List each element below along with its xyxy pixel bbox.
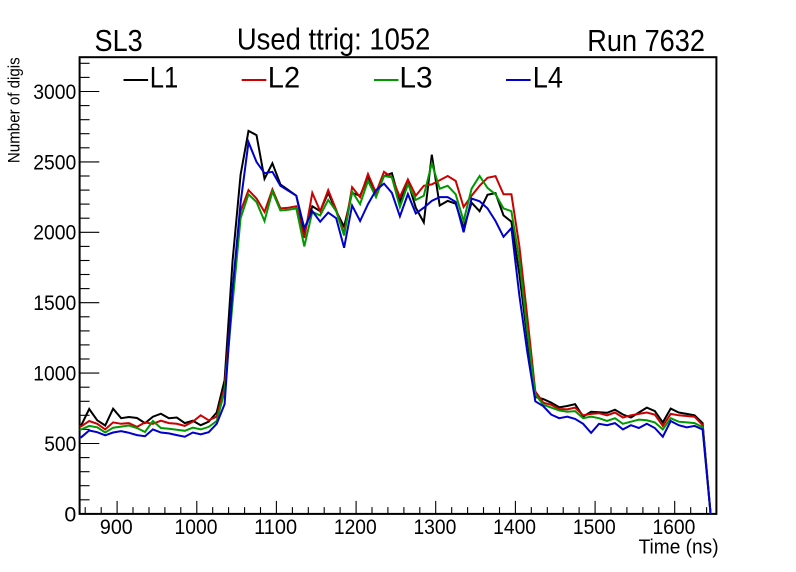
svg-text:Run 7632: Run 7632 [587,25,705,58]
svg-text:500: 500 [44,432,76,456]
svg-text:L3: L3 [399,62,432,95]
svg-text:1500: 1500 [33,291,76,315]
svg-text:1400: 1400 [493,515,536,539]
svg-text:1100: 1100 [254,515,297,539]
svg-text:1200: 1200 [334,515,377,539]
svg-text:Used ttrig: 1052: Used ttrig: 1052 [237,24,431,57]
svg-text:L2: L2 [268,62,300,95]
svg-text:1000: 1000 [175,515,218,539]
svg-text:0: 0 [64,502,76,526]
svg-text:2000: 2000 [33,221,76,245]
svg-text:L1: L1 [150,62,179,95]
svg-text:2500: 2500 [33,150,76,174]
svg-text:1600: 1600 [652,515,695,539]
svg-text:1300: 1300 [413,515,456,539]
svg-text:1500: 1500 [573,515,616,539]
svg-text:SL3: SL3 [95,25,143,58]
svg-text:Time (ns): Time (ns) [639,535,719,558]
svg-text:Number of digis: Number of digis [4,57,23,163]
svg-text:1000: 1000 [33,362,76,386]
svg-text:900: 900 [100,515,133,539]
svg-text:3000: 3000 [33,80,76,104]
svg-text:L4: L4 [533,62,563,95]
